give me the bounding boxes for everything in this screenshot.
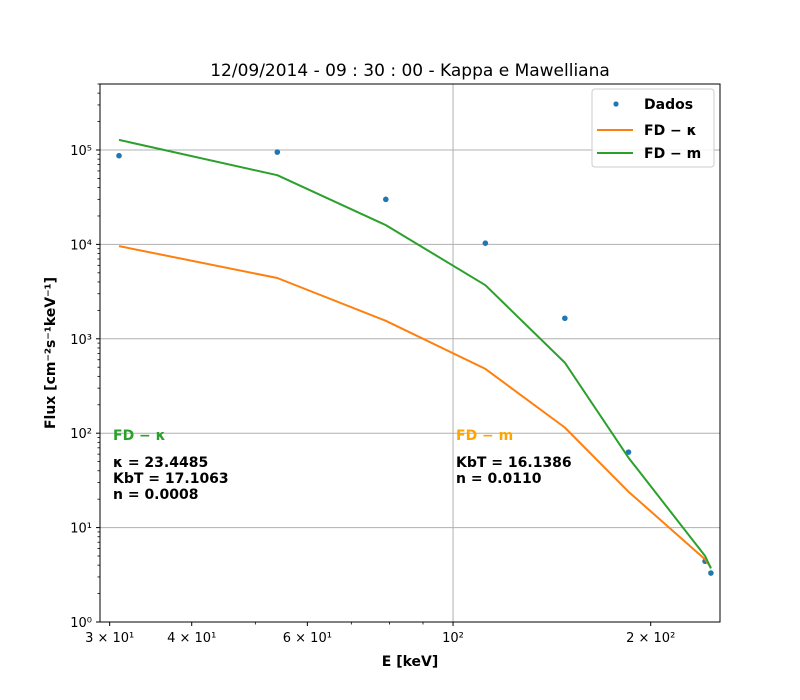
x-tick-label: 6 × 10¹ xyxy=(283,631,332,646)
axis-ticks: 3 × 10¹ 4 × 10¹ 6 × 10¹ 10² 2 × 10² 10⁰ 10¹ 10²… xyxy=(70,83,675,646)
y-tick-label: 10¹ xyxy=(70,522,92,537)
annotation-fd-kappa-line: KbT = 17.1063 xyxy=(113,471,229,487)
y-axis-label: Flux [cm⁻²s⁻¹keV⁻¹] xyxy=(43,277,59,429)
legend-entry-fd-kappa: FD − κ xyxy=(644,123,697,139)
data-point-dados xyxy=(562,315,568,322)
data-point-dados xyxy=(708,570,714,576)
data-point-dados xyxy=(625,449,632,455)
legend-entry-dados: Dados xyxy=(644,97,693,113)
annotation-fd-m-heading: FD − m xyxy=(456,428,513,444)
y-tick-label: 10⁴ xyxy=(70,238,92,253)
x-tick-label: 10² xyxy=(442,631,464,646)
legend-marker-dados xyxy=(613,101,619,107)
y-tick-label: 10⁵ xyxy=(70,144,92,159)
data-point-dados xyxy=(274,149,281,155)
legend: Dados FD − κ FD − m xyxy=(591,88,715,168)
data-point-dados xyxy=(383,196,389,203)
annotation-fd-kappa-line: κ = 23.4485 xyxy=(113,455,208,471)
plot-frame xyxy=(99,83,721,623)
annotation-fd-m-line: KbT = 16.1386 xyxy=(456,455,572,471)
y-tick-label: 10⁰ xyxy=(70,616,92,631)
y-tick-label: 10² xyxy=(70,427,92,442)
x-tick-label: 4 × 10¹ xyxy=(167,631,216,646)
legend-entry-fd-m: FD − m xyxy=(644,146,701,162)
series-line-fd-kappa xyxy=(118,245,712,568)
x-axis-label: E [keV] xyxy=(382,654,439,670)
annotation-fd-kappa-line: n = 0.0008 xyxy=(113,487,198,503)
legend-box xyxy=(591,88,715,168)
data-point-dados xyxy=(482,240,489,246)
x-tick-label: 2 × 10² xyxy=(626,631,675,646)
annotation-fd-m-line: n = 0.0110 xyxy=(456,471,542,487)
chart-title: 12/09/2014 - 09 : 30 : 00 - Kappa e Mawe… xyxy=(210,61,610,81)
x-tick-label: 3 × 10¹ xyxy=(85,631,134,646)
y-tick-label: 10³ xyxy=(70,333,92,348)
series-line-fd-m xyxy=(118,138,712,569)
data-point-dados xyxy=(116,152,122,159)
annotation-fd-m: FD − m KbT = 16.1386 n = 0.0110 xyxy=(456,428,572,487)
series-layer xyxy=(116,138,714,576)
annotation-fd-kappa: FD − κ κ = 23.4485 KbT = 17.1063 n = 0.0… xyxy=(113,428,229,503)
annotation-fd-kappa-heading: FD − κ xyxy=(113,428,166,444)
